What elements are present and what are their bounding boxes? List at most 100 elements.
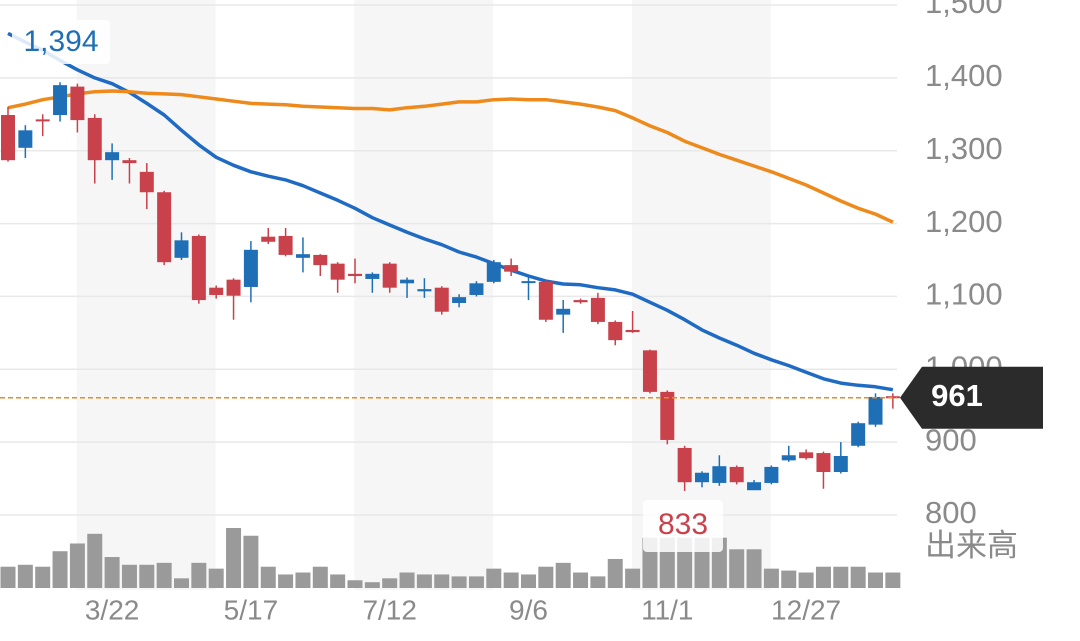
volume-bar xyxy=(781,570,797,588)
candle-body xyxy=(747,482,762,491)
volume-bar xyxy=(763,568,779,588)
volume-bar xyxy=(521,574,536,588)
candle-body xyxy=(469,283,484,295)
x-tick-label: 7/12 xyxy=(362,594,417,625)
candle-body xyxy=(122,160,137,164)
y-tick-label: 1,100 xyxy=(925,277,1003,312)
x-tick-label: 9/6 xyxy=(509,594,548,625)
volume-bar xyxy=(0,566,16,588)
candle-body xyxy=(764,466,779,483)
x-tick-label: 11/1 xyxy=(641,594,693,625)
price-badge xyxy=(900,366,1043,429)
candle-body xyxy=(538,281,553,320)
candle-body xyxy=(452,297,467,303)
candle-body xyxy=(70,86,85,121)
candle-body xyxy=(348,273,362,277)
volume-bar xyxy=(191,562,207,588)
volume-bar xyxy=(87,533,103,588)
candle-body xyxy=(799,452,814,459)
volume-bar xyxy=(17,564,33,588)
candle-body xyxy=(139,171,154,193)
candle-body xyxy=(816,453,831,473)
moving-average-line xyxy=(7,31,894,392)
x-tick-label: 3/22 xyxy=(85,594,140,625)
volume-bar xyxy=(625,568,641,588)
volume-bar xyxy=(798,572,814,588)
candle-body xyxy=(695,472,709,483)
candle-body xyxy=(105,152,120,161)
candle-body xyxy=(660,391,675,440)
candle-body xyxy=(365,273,380,279)
candle-body xyxy=(625,329,640,333)
volume-bar xyxy=(573,572,589,588)
volume-bar xyxy=(104,557,120,588)
volume-bar xyxy=(434,574,450,588)
candle-body xyxy=(157,192,172,263)
volume-bar xyxy=(416,574,432,588)
candle-body xyxy=(573,300,588,303)
volume-bar xyxy=(295,572,311,588)
volume-bar xyxy=(729,549,745,588)
volume-bar xyxy=(260,566,276,588)
candle-body xyxy=(642,350,657,392)
candle-body xyxy=(382,263,397,288)
volume-bar xyxy=(208,568,224,588)
volume-bar xyxy=(868,572,883,588)
volume-bar xyxy=(156,562,172,588)
volume-bar xyxy=(399,572,415,588)
moving-average-line xyxy=(7,89,894,224)
candle-body xyxy=(504,265,519,272)
volume-bar xyxy=(451,576,467,588)
candle-body xyxy=(556,308,571,315)
volume-bar xyxy=(468,576,484,588)
volume-bar xyxy=(52,551,68,588)
high-label-box xyxy=(12,20,110,64)
candle-body xyxy=(295,254,310,258)
candle-body xyxy=(191,235,206,301)
volume-bar xyxy=(538,566,554,588)
candle-body xyxy=(313,254,328,266)
y-tick-label: 1,400 xyxy=(925,58,1003,93)
y-tick-label: 1,300 xyxy=(925,131,1003,166)
candle-body xyxy=(53,85,68,116)
volume-bar xyxy=(35,566,51,588)
y-tick-label: 1,200 xyxy=(925,204,1003,239)
candle-body xyxy=(677,447,692,483)
volume-bar xyxy=(243,535,259,588)
candle-body xyxy=(1,115,15,161)
candle-body xyxy=(781,455,796,461)
candle-body xyxy=(261,236,276,242)
candle-body xyxy=(330,263,345,280)
last-price-label: 961 xyxy=(931,378,983,413)
volume-bar xyxy=(69,543,85,588)
candle-body xyxy=(209,287,224,295)
high-label: 1,394 xyxy=(23,25,98,58)
candle-body xyxy=(417,289,432,292)
volume-bar xyxy=(139,564,155,588)
volume-bar xyxy=(833,566,849,588)
candle-body xyxy=(851,423,866,446)
candle-body xyxy=(521,281,536,284)
low-label: 833 xyxy=(658,508,708,541)
candle-body xyxy=(243,249,258,287)
candle-body xyxy=(712,466,727,483)
candle-body xyxy=(174,240,189,258)
low-label-box xyxy=(643,500,723,552)
volume-bar xyxy=(278,574,294,588)
y-tick-label: 1,500 xyxy=(925,0,1003,20)
candle-body xyxy=(278,235,293,255)
volume-bar xyxy=(121,564,137,588)
candle-body xyxy=(590,297,605,322)
volume-bar xyxy=(347,580,363,588)
candle-body xyxy=(18,130,33,148)
candle-body xyxy=(486,262,501,282)
volume-label: 出来高 xyxy=(925,528,1018,563)
volume-bar xyxy=(330,574,346,588)
candle-body xyxy=(35,119,50,122)
candle-body xyxy=(87,117,102,161)
volume-bar xyxy=(815,566,831,588)
x-tick-label: 5/17 xyxy=(224,594,279,625)
volume-bar xyxy=(364,582,380,588)
candle-body xyxy=(226,279,241,296)
